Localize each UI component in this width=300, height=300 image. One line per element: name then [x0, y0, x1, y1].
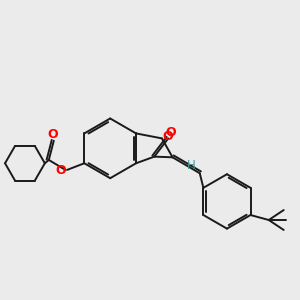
Text: O: O: [47, 128, 58, 141]
Text: O: O: [163, 130, 173, 143]
Text: H: H: [187, 159, 196, 172]
Text: O: O: [56, 164, 66, 177]
Text: O: O: [165, 126, 175, 139]
